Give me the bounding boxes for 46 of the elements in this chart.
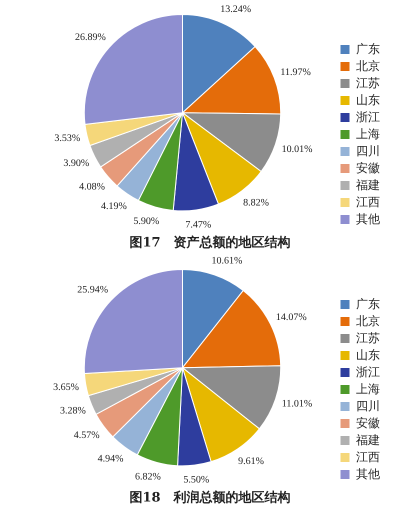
data-label: 3.28% xyxy=(60,406,86,417)
legend-label: 四川 xyxy=(356,144,380,158)
data-label: 14.07% xyxy=(276,312,307,323)
legend-label: 浙江 xyxy=(356,364,380,379)
data-label: 10.01% xyxy=(282,144,313,155)
legend-label: 广东 xyxy=(356,42,380,56)
data-label: 26.89% xyxy=(75,32,106,44)
data-label: 4.08% xyxy=(79,181,105,192)
data-label: 8.82% xyxy=(243,197,269,208)
legend-label: 江西 xyxy=(356,450,380,464)
data-label: 25.94% xyxy=(77,284,108,296)
data-label: 3.90% xyxy=(63,158,90,169)
data-label: 11.97% xyxy=(280,67,311,78)
data-label: 13.24% xyxy=(220,4,252,15)
legend-label: 北京 xyxy=(356,58,380,73)
legend-label: 浙江 xyxy=(356,110,380,124)
legend-label: 江苏 xyxy=(356,76,380,90)
data-label: 5.50% xyxy=(183,474,210,486)
legend-label: 北京 xyxy=(356,314,380,328)
legend-label: 安徽 xyxy=(356,416,380,430)
legend-label: 上海 xyxy=(356,126,380,141)
data-label: 6.82% xyxy=(135,472,161,483)
data-label: 5.90% xyxy=(133,216,160,228)
data-label: 11.01% xyxy=(282,398,312,410)
legend-label: 福建 xyxy=(356,178,380,192)
text: 图18 利润总额的地区结构 xyxy=(129,490,291,506)
legend-label: 其他 xyxy=(356,466,380,481)
legend-label: 福建 xyxy=(356,432,380,447)
data-label: 3.65% xyxy=(53,382,80,393)
legend-label: 其他 xyxy=(356,212,380,226)
legend-label: 广东 xyxy=(356,296,380,311)
data-label: 4.19% xyxy=(101,200,127,212)
text: 图17 资产总额的地区结构 xyxy=(129,234,291,251)
legend-label: 山东 xyxy=(356,348,380,362)
data-label: 10.61% xyxy=(212,255,242,266)
legend-label: 四川 xyxy=(356,398,380,413)
data-label: 7.47% xyxy=(185,219,212,230)
legend-label: 江西 xyxy=(356,194,380,209)
data-label: 3.53% xyxy=(54,133,80,144)
legend-label: 江苏 xyxy=(356,330,380,345)
legend-label: 安徽 xyxy=(356,160,380,175)
data-label: 4.94% xyxy=(98,454,124,465)
data-label: 4.57% xyxy=(74,430,100,441)
data-label: 9.61% xyxy=(238,456,264,467)
legend-label: 山东 xyxy=(356,92,380,107)
legend-label: 上海 xyxy=(356,382,380,396)
